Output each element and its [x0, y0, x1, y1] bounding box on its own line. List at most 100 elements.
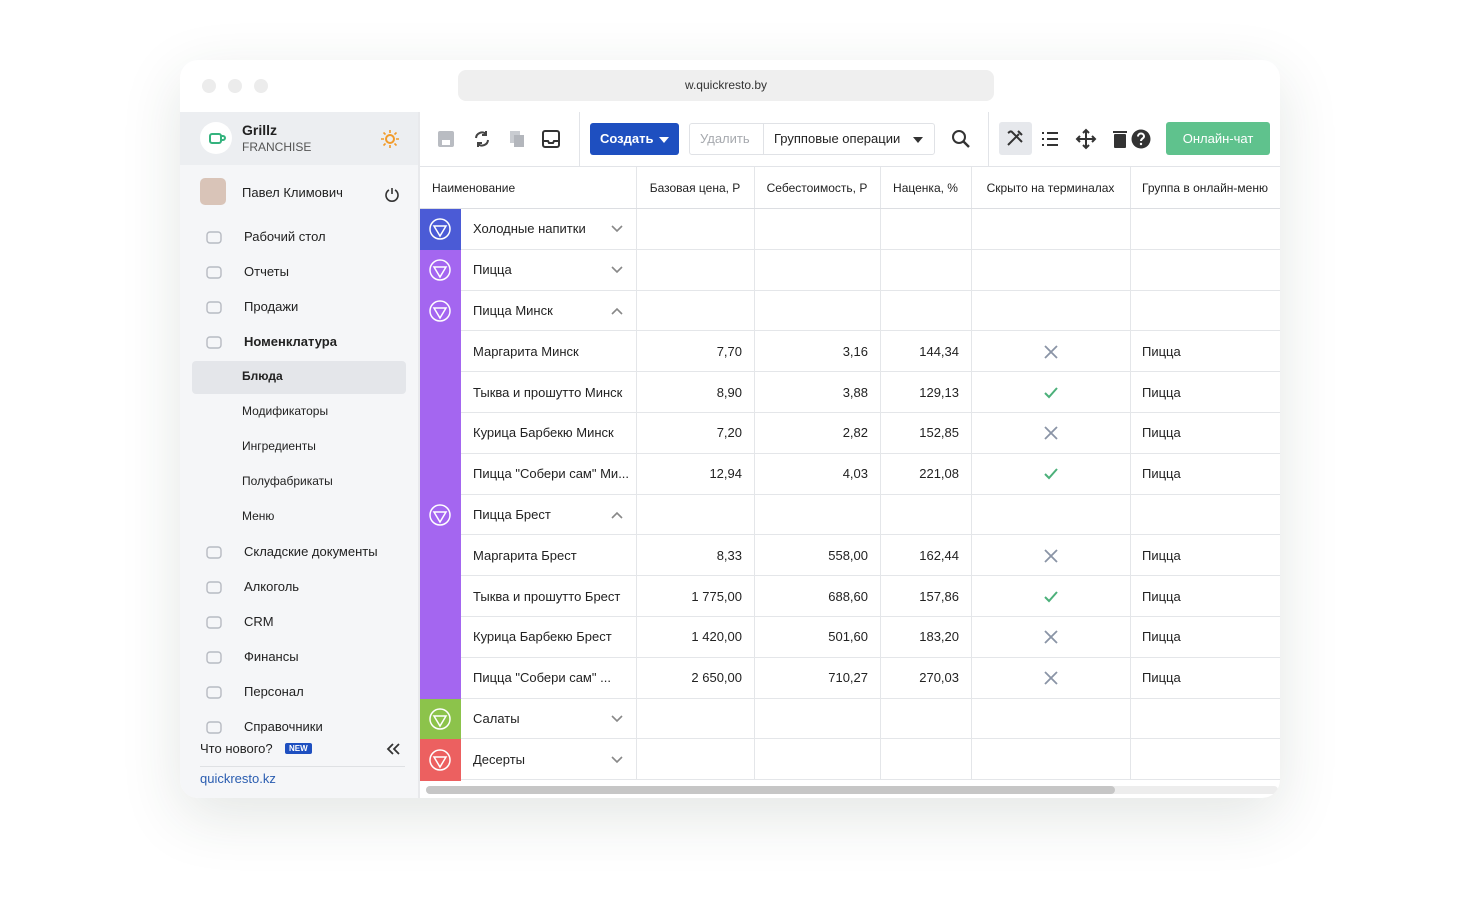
column-header[interactable]: Себестоимость, Р — [766, 181, 868, 195]
cell-price: 7,70 — [716, 343, 742, 359]
row-border — [461, 289, 1280, 291]
expand-chevron[interactable] — [611, 756, 623, 764]
expand-chevron[interactable] — [611, 307, 623, 315]
nav-item[interactable]: CRM — [244, 614, 274, 629]
save-icon[interactable] — [437, 130, 455, 148]
nav-item[interactable]: Персонал — [244, 684, 304, 699]
move-icon[interactable] — [1075, 128, 1097, 150]
whats-new[interactable]: Что нового? — [200, 741, 273, 756]
delete-button[interactable]: Удалить — [700, 131, 750, 146]
group-name[interactable]: Десерты — [473, 751, 526, 767]
cell-price: 1 775,00 — [691, 588, 742, 604]
create-label: Создать — [600, 131, 654, 146]
cell-cost: 558,00 — [828, 547, 868, 563]
cell-price: 12,94 — [709, 466, 742, 482]
cell-cost: 710,27 — [828, 670, 868, 686]
url-bar[interactable]: w.quickresto.by — [458, 70, 994, 101]
nav-item[interactable]: Отчеты — [244, 264, 289, 279]
brand-logo — [200, 122, 232, 154]
nav-item[interactable]: Рабочий стол — [244, 229, 326, 244]
cell-price: 7,20 — [716, 425, 742, 441]
dish-name[interactable]: Тыква и прошутто Брест — [473, 588, 621, 604]
group-icon — [429, 504, 451, 526]
sidebar — [180, 112, 418, 798]
check-icon — [1043, 590, 1058, 603]
header-border — [420, 208, 1280, 209]
group-strip — [420, 331, 461, 374]
dish-name[interactable]: Пицца "Собери сам" Ми... — [473, 466, 630, 482]
create-button[interactable]: Создать — [590, 123, 679, 155]
nav-subitem[interactable]: Модификаторы — [242, 404, 329, 418]
column-header[interactable]: Наценка, % — [893, 181, 958, 195]
scrollbar-thumb[interactable] — [426, 786, 1115, 794]
row-border — [461, 656, 1280, 658]
nav-subitem[interactable]: Блюда — [242, 369, 283, 383]
column-divider — [754, 167, 755, 781]
dropdown-caret — [659, 137, 669, 143]
footer-link[interactable]: quickresto.kz — [200, 771, 276, 786]
group-strip — [420, 209, 461, 251]
row-border — [461, 248, 1280, 250]
nav-item[interactable]: Справочники — [244, 719, 323, 734]
group-strip — [420, 494, 461, 537]
cross-icon — [1043, 549, 1058, 563]
cell-price: 8,33 — [716, 547, 742, 563]
divider — [200, 766, 405, 767]
row-border — [461, 371, 1280, 373]
nav-item[interactable]: Складские документы — [244, 544, 378, 559]
nav-item[interactable]: Номенклатура — [244, 334, 337, 349]
group-name[interactable]: Салаты — [473, 711, 520, 726]
column-header[interactable]: Базовая цена, Р — [649, 181, 741, 195]
logout-icon[interactable] — [384, 186, 400, 202]
column-header[interactable]: Скрыто на терминалах — [986, 181, 1115, 195]
help-icon[interactable] — [1131, 129, 1151, 149]
row-border — [461, 738, 1280, 740]
inbox-icon[interactable] — [542, 130, 560, 148]
cell-cost: 3,16 — [842, 343, 868, 359]
collapse-sidebar[interactable] — [386, 743, 400, 755]
group-name[interactable]: Холодные напитки — [473, 221, 586, 237]
dish-name[interactable]: Маргарита Брест — [473, 547, 577, 563]
cell-cost: 3,88 — [842, 384, 868, 400]
dish-name[interactable]: Пицца "Собери сам" ... — [473, 670, 611, 686]
trash-icon[interactable] — [1113, 130, 1127, 148]
action-group — [689, 123, 935, 155]
expand-chevron[interactable] — [611, 225, 623, 233]
row-border — [461, 493, 1280, 495]
row-border — [461, 452, 1280, 454]
dish-name[interactable]: Курица Барбекю Брест — [473, 629, 612, 645]
cell-markup: 221,08 — [919, 466, 959, 482]
group-strip — [420, 535, 461, 578]
group-strip — [420, 290, 461, 333]
group-name[interactable]: Пицца Брест — [473, 507, 551, 522]
nav-subitem[interactable]: Меню — [242, 509, 275, 523]
tools-icon — [1007, 130, 1023, 146]
nav-item[interactable]: Финансы — [244, 649, 299, 664]
user-name[interactable]: Павел Климович — [242, 185, 343, 200]
dish-name[interactable]: Тыква и прошутто Минск — [473, 384, 623, 400]
nav-item[interactable]: Алкоголь — [244, 579, 300, 594]
expand-chevron[interactable] — [611, 715, 623, 723]
nav-selected-bg — [192, 361, 406, 394]
column-header[interactable]: Наименование — [432, 181, 516, 195]
column-header[interactable]: Группа в онлайн-меню — [1142, 181, 1268, 195]
nav-subitem[interactable]: Полуфабрикаты — [242, 474, 333, 488]
copy-icon[interactable] — [508, 130, 526, 148]
list-icon[interactable] — [1042, 132, 1058, 146]
theme-toggle[interactable] — [380, 129, 400, 149]
group-name[interactable]: Пицца Минск — [473, 303, 553, 318]
dish-name[interactable]: Курица Барбекю Минск — [473, 425, 614, 441]
settings-button[interactable] — [999, 122, 1032, 155]
expand-chevron[interactable] — [611, 266, 623, 274]
search-icon[interactable] — [951, 129, 971, 149]
nav-item[interactable]: Продажи — [244, 299, 299, 314]
group-name[interactable]: Пицца — [473, 262, 512, 278]
dish-name[interactable]: Маргарита Минск — [473, 343, 579, 359]
nav-subitem[interactable]: Ингредиенты — [242, 439, 316, 453]
cell-markup: 144,34 — [919, 343, 959, 359]
expand-chevron[interactable] — [611, 511, 623, 519]
group-ops-button[interactable]: Групповые операции — [774, 131, 901, 146]
online-chat-button[interactable]: Онлайн-чат — [1166, 122, 1270, 155]
refresh-icon[interactable] — [473, 130, 491, 148]
row-border — [461, 616, 1280, 617]
